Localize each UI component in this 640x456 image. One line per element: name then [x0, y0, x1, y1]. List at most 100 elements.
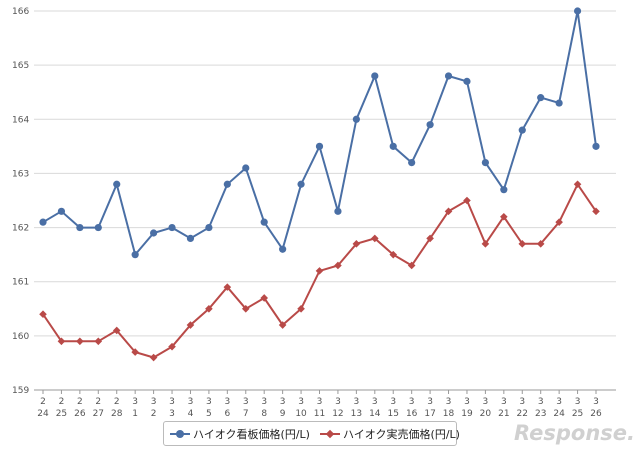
- y-tick-label: 159: [12, 386, 29, 396]
- x-tick-label-month: 3: [501, 397, 507, 407]
- watermark-logo: Response.: [514, 421, 635, 445]
- x-tick-label-month: 2: [59, 397, 65, 407]
- data-point-diamond: [297, 304, 305, 313]
- x-tick-label-day: 24: [37, 409, 49, 419]
- x-tick-label-month: 3: [317, 397, 323, 407]
- x-tick-label-month: 3: [169, 397, 175, 407]
- data-point-diamond: [94, 337, 103, 346]
- data-point-diamond: [186, 321, 195, 329]
- x-tick-label-day: 23: [535, 409, 546, 419]
- x-tick-label-day: 8: [261, 409, 267, 419]
- data-point-circle: [408, 159, 416, 167]
- data-point-circle: [537, 94, 545, 102]
- data-point-circle: [150, 229, 158, 237]
- data-point-circle: [592, 142, 600, 150]
- x-tick-label-day: 27: [93, 409, 104, 419]
- legend-swatch-circle: [170, 429, 190, 439]
- x-tick-label-month: 3: [353, 397, 359, 407]
- x-tick-label-day: 24: [553, 409, 565, 419]
- data-point-diamond: [57, 337, 66, 346]
- x-tick-label-month: 2: [40, 397, 46, 407]
- x-tick-label-day: 2: [151, 409, 157, 419]
- x-tick-label-day: 11: [314, 409, 325, 419]
- y-tick-label: 160: [12, 332, 29, 342]
- x-tick-label-month: 2: [114, 397, 120, 407]
- x-tick-label-day: 20: [480, 409, 492, 419]
- data-point-diamond: [573, 180, 582, 189]
- x-tick-label-month: 3: [593, 397, 599, 407]
- data-point-diamond: [555, 218, 563, 226]
- x-tick-label-month: 3: [224, 397, 230, 407]
- data-point-diamond: [131, 348, 139, 356]
- data-point-circle: [352, 115, 360, 123]
- data-point-diamond: [168, 342, 176, 351]
- y-tick-label: 161: [12, 278, 29, 288]
- x-tick-label-day: 28: [111, 409, 123, 419]
- x-tick-label-day: 26: [590, 409, 602, 419]
- data-point-diamond: [481, 240, 490, 248]
- x-tick-label-month: 3: [464, 397, 470, 407]
- x-tick-label-day: 4: [188, 409, 194, 419]
- data-point-diamond: [500, 212, 508, 221]
- x-tick-label-month: 3: [206, 397, 212, 407]
- x-tick-label-day: 7: [243, 409, 249, 419]
- data-point-circle: [168, 223, 176, 232]
- x-tick-label-day: 19: [461, 409, 473, 419]
- x-tick-label-month: 3: [483, 397, 489, 407]
- data-point-diamond: [463, 196, 471, 205]
- data-point-diamond: [223, 283, 232, 291]
- data-point-circle: [315, 142, 324, 150]
- y-tick-label: 162: [12, 224, 29, 234]
- data-point-diamond: [205, 304, 213, 313]
- x-tick-label-day: 18: [443, 409, 455, 419]
- data-point-diamond: [260, 294, 268, 302]
- data-point-diamond: [334, 261, 342, 270]
- data-point-circle: [426, 121, 434, 129]
- x-tick-label-day: 9: [280, 409, 286, 419]
- data-point-diamond: [389, 250, 398, 259]
- data-point-circle: [389, 142, 397, 150]
- data-point-circle: [463, 77, 471, 85]
- x-tick-label-day: 3: [169, 409, 175, 419]
- data-point-circle: [94, 223, 102, 232]
- y-tick-label: 165: [12, 61, 29, 71]
- x-tick-label-month: 3: [188, 397, 194, 407]
- data-point-circle: [113, 180, 121, 188]
- legend-swatch-diamond: [319, 429, 340, 439]
- data-point-circle: [371, 72, 379, 80]
- x-tick-label-day: 5: [206, 409, 212, 419]
- data-point-circle: [518, 126, 526, 134]
- x-tick-label-day: 10: [295, 409, 307, 419]
- x-tick-label-day: 6: [224, 409, 230, 419]
- x-tick-label-day: 14: [369, 409, 381, 419]
- legend-label-list-price: ハイオク看板価格(円/L): [193, 427, 310, 441]
- x-tick-label-month: 3: [519, 397, 525, 407]
- x-tick-label-day: 12: [332, 409, 343, 419]
- data-point-diamond: [112, 326, 121, 335]
- data-point-circle: [500, 186, 508, 194]
- x-tick-label-day: 25: [572, 409, 583, 419]
- x-tick-label-day: 13: [351, 409, 362, 419]
- data-point-circle: [186, 234, 195, 242]
- x-tick-label-month: 3: [409, 397, 415, 407]
- x-tick-label-day: 25: [56, 409, 67, 419]
- y-tick-label: 163: [12, 169, 29, 179]
- data-point-diamond: [407, 261, 416, 270]
- x-tick-label-month: 3: [556, 397, 562, 407]
- legend-label-actual-price: ハイオク実売価格(円/L): [342, 427, 460, 441]
- data-point-diamond: [536, 240, 545, 248]
- data-point-diamond: [241, 304, 250, 313]
- data-point-diamond: [149, 353, 158, 362]
- y-tick-label: 166: [12, 7, 29, 17]
- data-point-diamond: [371, 234, 379, 243]
- data-point-diamond: [592, 207, 600, 216]
- x-tick-label-day: 16: [406, 409, 418, 419]
- x-tick-label-month: 2: [95, 397, 101, 407]
- data-point-diamond: [315, 267, 324, 275]
- data-point-diamond: [518, 240, 527, 248]
- data-point-circle: [57, 207, 66, 215]
- data-point-circle: [444, 72, 453, 80]
- x-tick-label-day: 15: [388, 409, 399, 419]
- data-point-diamond: [39, 310, 47, 318]
- data-point-circle: [297, 180, 305, 188]
